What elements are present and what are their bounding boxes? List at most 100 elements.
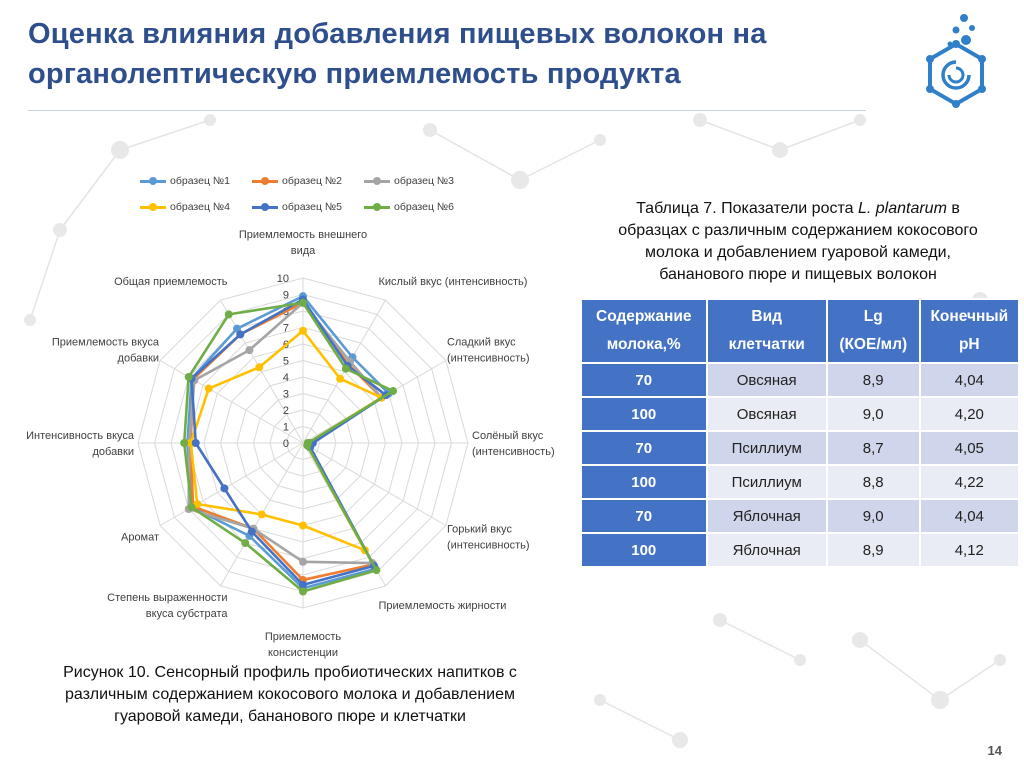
data-point-series-6 — [299, 298, 307, 307]
axis-label: вида — [291, 245, 316, 257]
data-point-series-6 — [389, 387, 398, 396]
table-row: 100 Яблочная 8,9 4,12 — [580, 532, 1021, 568]
table-cell: Овсяная — [705, 396, 828, 432]
table-cell: 4,12 — [918, 532, 1021, 568]
page-number: 14 — [987, 743, 1002, 758]
table-cell: 9,0 — [825, 498, 921, 534]
legend-swatch — [364, 202, 390, 211]
axis-label: добавки — [118, 353, 160, 365]
data-point-series-4 — [204, 384, 213, 393]
axis-label: Горький вкус — [447, 524, 513, 536]
legend-swatch — [252, 176, 278, 185]
legend-swatch — [364, 176, 390, 185]
data-point-series-5 — [299, 580, 307, 589]
tick-label: 2 — [283, 405, 289, 417]
data-point-series-5 — [247, 527, 256, 536]
data-point-series-6 — [341, 364, 350, 373]
table-cell: Яблочная — [705, 532, 828, 568]
tick-label: 5 — [283, 356, 289, 368]
legend-item-series-3: образец №3 — [364, 175, 476, 187]
axis-label: Приемлемость жирности — [379, 600, 507, 612]
grid-spoke — [220, 299, 304, 444]
table-cell: 100 — [580, 396, 708, 432]
axis-label: Аромат — [121, 532, 159, 544]
table-cell: 9,0 — [825, 396, 921, 432]
table-cell: Псиллиум — [705, 464, 828, 500]
axis-label: Общая приемлемость — [114, 276, 228, 288]
axis-label: Сладкий вкус — [447, 337, 516, 349]
table-cell: 8,9 — [825, 362, 921, 398]
table-header-row: Содержание молока,% Вид клетчатки Lg (КОЕ/м… — [580, 298, 1021, 364]
data-point-series-6 — [184, 373, 193, 381]
table-row: 100 Овсяная 9,0 4,20 — [580, 396, 1021, 432]
chart-legend: образец №1 образец №2 образец №3 образец… — [140, 168, 500, 220]
grid-spoke — [302, 442, 447, 526]
data-point-series-6 — [241, 539, 250, 548]
data-point-series-6 — [224, 310, 233, 319]
axis-label: консистенции — [268, 647, 338, 659]
data-point-series-6 — [180, 439, 189, 447]
data-point-series-4 — [299, 521, 307, 530]
data-point-series-6 — [299, 587, 307, 596]
data-point-series-6 — [303, 441, 312, 450]
table-cell: Псиллиум — [705, 430, 828, 466]
title-divider — [28, 110, 866, 111]
axis-label: Солёный вкус — [472, 430, 544, 442]
data-point-series-3 — [299, 557, 307, 566]
table-cell: 8,9 — [825, 532, 921, 568]
table-cell: 8,7 — [825, 430, 921, 466]
column-header: Конечный pH — [918, 298, 1021, 364]
data-point-series-5 — [191, 439, 200, 447]
tick-label: 3 — [283, 389, 289, 401]
table-cell: 8,8 — [825, 464, 921, 500]
axis-label: Интенсивность вкуса — [26, 430, 135, 442]
data-point-series-3 — [245, 346, 254, 355]
table-cell: 4,20 — [918, 396, 1021, 432]
legend-swatch — [252, 202, 278, 211]
slide-title: Оценка влияния добавления пищевых волоко… — [28, 14, 908, 94]
table-cell: 4,04 — [918, 362, 1021, 398]
data-point-series-4 — [336, 374, 345, 383]
legend-item-series-1: образец №1 — [140, 175, 252, 187]
axis-label: (интенсивность) — [472, 446, 555, 458]
legend-item-series-4: образец №4 — [140, 201, 252, 213]
data-point-series-4 — [299, 326, 307, 335]
data-point-series-4 — [257, 510, 266, 519]
tick-label: 1 — [283, 422, 289, 434]
axis-label: (интенсивность) — [447, 353, 530, 365]
axis-label: Кислый вкус (интенсивность) — [379, 276, 528, 288]
column-header: Содержание молока,% — [580, 298, 708, 364]
legend-swatch — [140, 176, 166, 185]
growth-indicators-table: Содержание молока,% Вид клетчатки Lg (КОЕ/м… — [580, 298, 1021, 568]
table-cell: 70 — [580, 498, 708, 534]
table-cell: 4,04 — [918, 498, 1021, 534]
table-cell: 70 — [580, 362, 708, 398]
data-point-series-5 — [220, 484, 229, 493]
table-row: 70 Псиллиум 8,7 4,05 — [580, 430, 1021, 466]
axis-label: Приемлемость вкуса — [52, 337, 160, 349]
legend-item-series-6: образец №6 — [364, 201, 476, 213]
grid-spoke — [159, 360, 304, 444]
axis-label: Приемлемость внешнего — [239, 229, 367, 241]
table-cell: 4,05 — [918, 430, 1021, 466]
table-row: 70 Яблочная 9,0 4,04 — [580, 498, 1021, 534]
table-row: 100 Псиллиум 8,8 4,22 — [580, 464, 1021, 500]
data-point-series-5 — [236, 330, 245, 339]
column-header: Вид клетчатки — [705, 298, 828, 364]
axis-label: (интенсивность) — [447, 540, 530, 552]
column-header: Lg (КОЕ/мл) — [825, 298, 921, 364]
table-row: 70 Овсяная 8,9 4,04 — [580, 362, 1021, 398]
tick-label: 0 — [283, 438, 289, 450]
tick-label: 10 — [277, 273, 289, 285]
table-cell: 70 — [580, 430, 708, 466]
legend-item-series-5: образец №5 — [252, 201, 364, 213]
table-cell: Яблочная — [705, 498, 828, 534]
data-point-series-4 — [255, 363, 264, 372]
table-caption: Таблица 7. Показатели роста L. plantarum… — [618, 200, 978, 283]
figure-caption: Рисунок 10. Сенсорный профиль пробиотиче… — [63, 664, 517, 725]
tick-label: 9 — [283, 290, 289, 302]
legend-item-series-2: образец №2 — [252, 175, 364, 187]
title-line-2: органолептическую приемлемость продукта — [28, 58, 681, 90]
tick-label: 7 — [283, 323, 289, 335]
